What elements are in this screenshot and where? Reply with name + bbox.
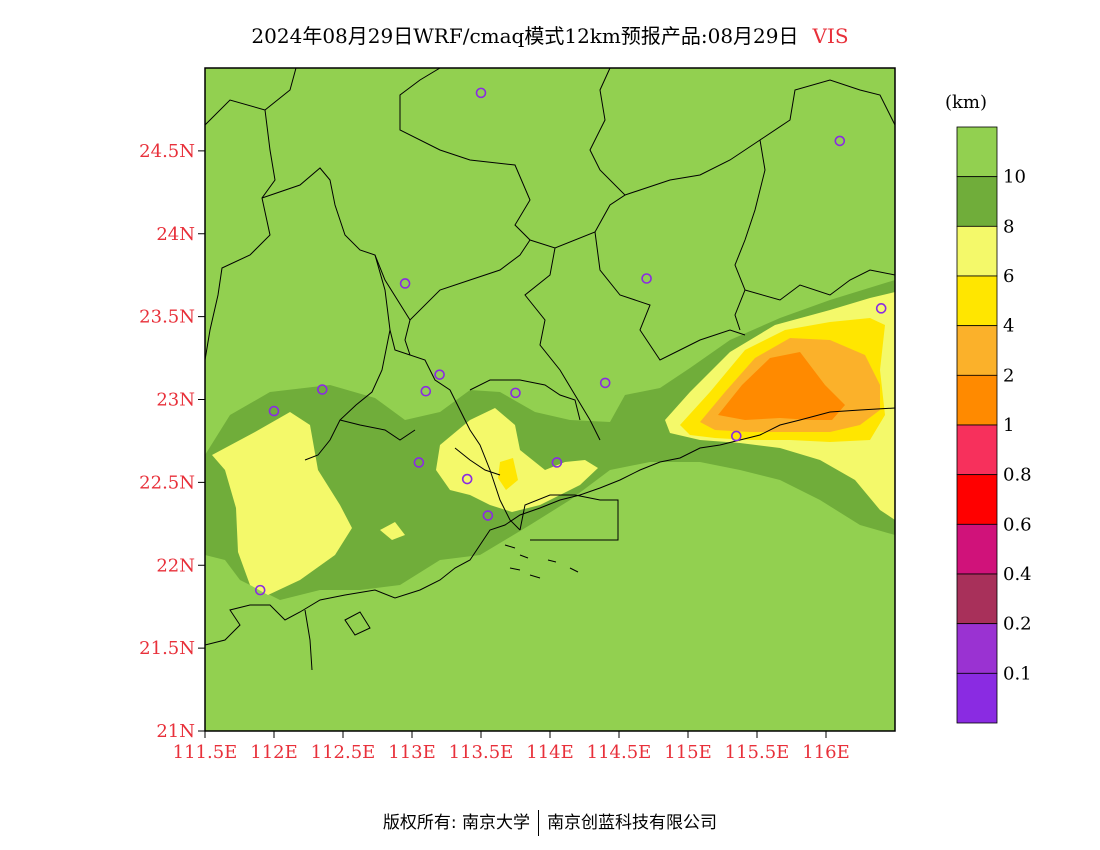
- copyright-company: 南京创蓝科技有限公司: [547, 813, 718, 833]
- chart-title: 2024年08月29日WRF/cmaq模式12km预报产品:08月29日 VIS: [0, 20, 1100, 49]
- colorbar-swatch: [956, 523, 998, 575]
- station-marker: [482, 510, 494, 521]
- colorbar-swatch: [956, 374, 998, 426]
- x-tick-label: 113.5E: [449, 742, 514, 763]
- colorbar-unit: (km): [945, 92, 987, 113]
- colorbar-label: 2: [1003, 365, 1014, 386]
- colorbar-swatch: [956, 275, 998, 327]
- x-tick-label: 115E: [664, 742, 712, 763]
- colorbar-label: 8: [1003, 216, 1014, 237]
- station-marker: [641, 273, 652, 284]
- y-tick-label: 22.5N: [139, 472, 195, 493]
- title-text: 2024年08月29日WRF/cmaq模式12km预报产品:08月29日: [251, 24, 799, 48]
- x-tick-label: 111.5E: [173, 742, 238, 763]
- visibility-6-8km-region-central: [436, 408, 598, 512]
- y-tick-label: 23.5N: [139, 307, 195, 328]
- colorbar-label: 0.1: [1003, 663, 1032, 684]
- visibility-1-2km-region-east: [718, 352, 845, 420]
- station-marker: [268, 405, 280, 417]
- colorbar-label: 10: [1003, 167, 1026, 188]
- footer-separator: [538, 810, 540, 836]
- coastline: [205, 407, 895, 671]
- station-marker: [599, 377, 611, 389]
- station-marker: [461, 473, 473, 485]
- footer-copyright: 版权所有: 南京大学 南京创蓝科技有限公司: [0, 808, 1100, 836]
- colorbar-swatch: [956, 672, 998, 724]
- y-tick-label: 23N: [156, 390, 195, 411]
- station-marker: [413, 457, 425, 468]
- x-tick-label: 113E: [388, 742, 436, 763]
- x-tick-label: 116E: [802, 742, 850, 763]
- station-marker: [254, 584, 266, 596]
- x-tick-label: 112.5E: [311, 742, 376, 763]
- station-markers: [254, 87, 887, 596]
- station-marker: [316, 384, 328, 395]
- y-tick-label: 24N: [156, 224, 195, 245]
- colorbar-label: 0.2: [1003, 614, 1032, 635]
- visibility-6-8km-region-west: [212, 412, 352, 595]
- colorbar-label: 0.4: [1003, 564, 1032, 585]
- colorbar-swatch: [956, 225, 998, 277]
- colorbar-swatch: [956, 126, 998, 178]
- variable-label: VIS: [812, 24, 849, 48]
- station-marker: [510, 387, 521, 399]
- station-marker: [420, 385, 432, 397]
- x-tick-label: 112E: [250, 742, 298, 763]
- station-marker: [434, 369, 445, 380]
- y-tick-label: 21.5N: [139, 638, 195, 659]
- colorbar-swatch: [956, 176, 998, 227]
- copyright-owner: 版权所有: 南京大学: [382, 813, 531, 833]
- colorbar: 10 8 6 4 2 1 0.8 0.6 0.4 0.2 0.1: [956, 126, 1032, 724]
- y-tick-label: 22N: [156, 555, 195, 576]
- colorbar-label: 1: [1003, 415, 1014, 436]
- map-area: [205, 68, 895, 731]
- colorbar-label: 0.6: [1003, 514, 1032, 535]
- colorbar-swatch: [956, 623, 998, 674]
- station-marker: [730, 430, 742, 442]
- visibility-6-8km-region-spot: [380, 522, 405, 540]
- y-tick-label: 24.5N: [139, 141, 195, 162]
- station-marker: [399, 278, 411, 289]
- colorbar-swatch: [956, 573, 998, 625]
- longitude-ticks: 111.5E 112E 112.5E 113E 113.5E 114E 114.5E 115E…: [173, 731, 850, 763]
- station-marker: [475, 87, 487, 99]
- station-marker: [875, 303, 887, 314]
- visibility-4-6km-region-central: [498, 458, 518, 490]
- colorbar-swatch: [956, 474, 998, 525]
- latitude-ticks: 21N 21.5N 22N 22.5N 23N 23.5N 24N 24.5N: [139, 141, 205, 742]
- colorbar-label: 6: [1003, 266, 1014, 287]
- x-tick-label: 115.5E: [725, 742, 790, 763]
- boundary-lines: [205, 68, 895, 541]
- x-tick-label: 114E: [526, 742, 574, 763]
- y-tick-label: 21N: [156, 721, 195, 742]
- colorbar-label: 0.8: [1003, 465, 1032, 486]
- station-marker: [834, 135, 846, 147]
- station-marker: [551, 457, 563, 468]
- colorbar-label: 4: [1003, 316, 1014, 337]
- colorbar-swatch: [956, 325, 998, 376]
- x-tick-label: 114.5E: [587, 742, 652, 763]
- colorbar-swatch: [956, 424, 998, 476]
